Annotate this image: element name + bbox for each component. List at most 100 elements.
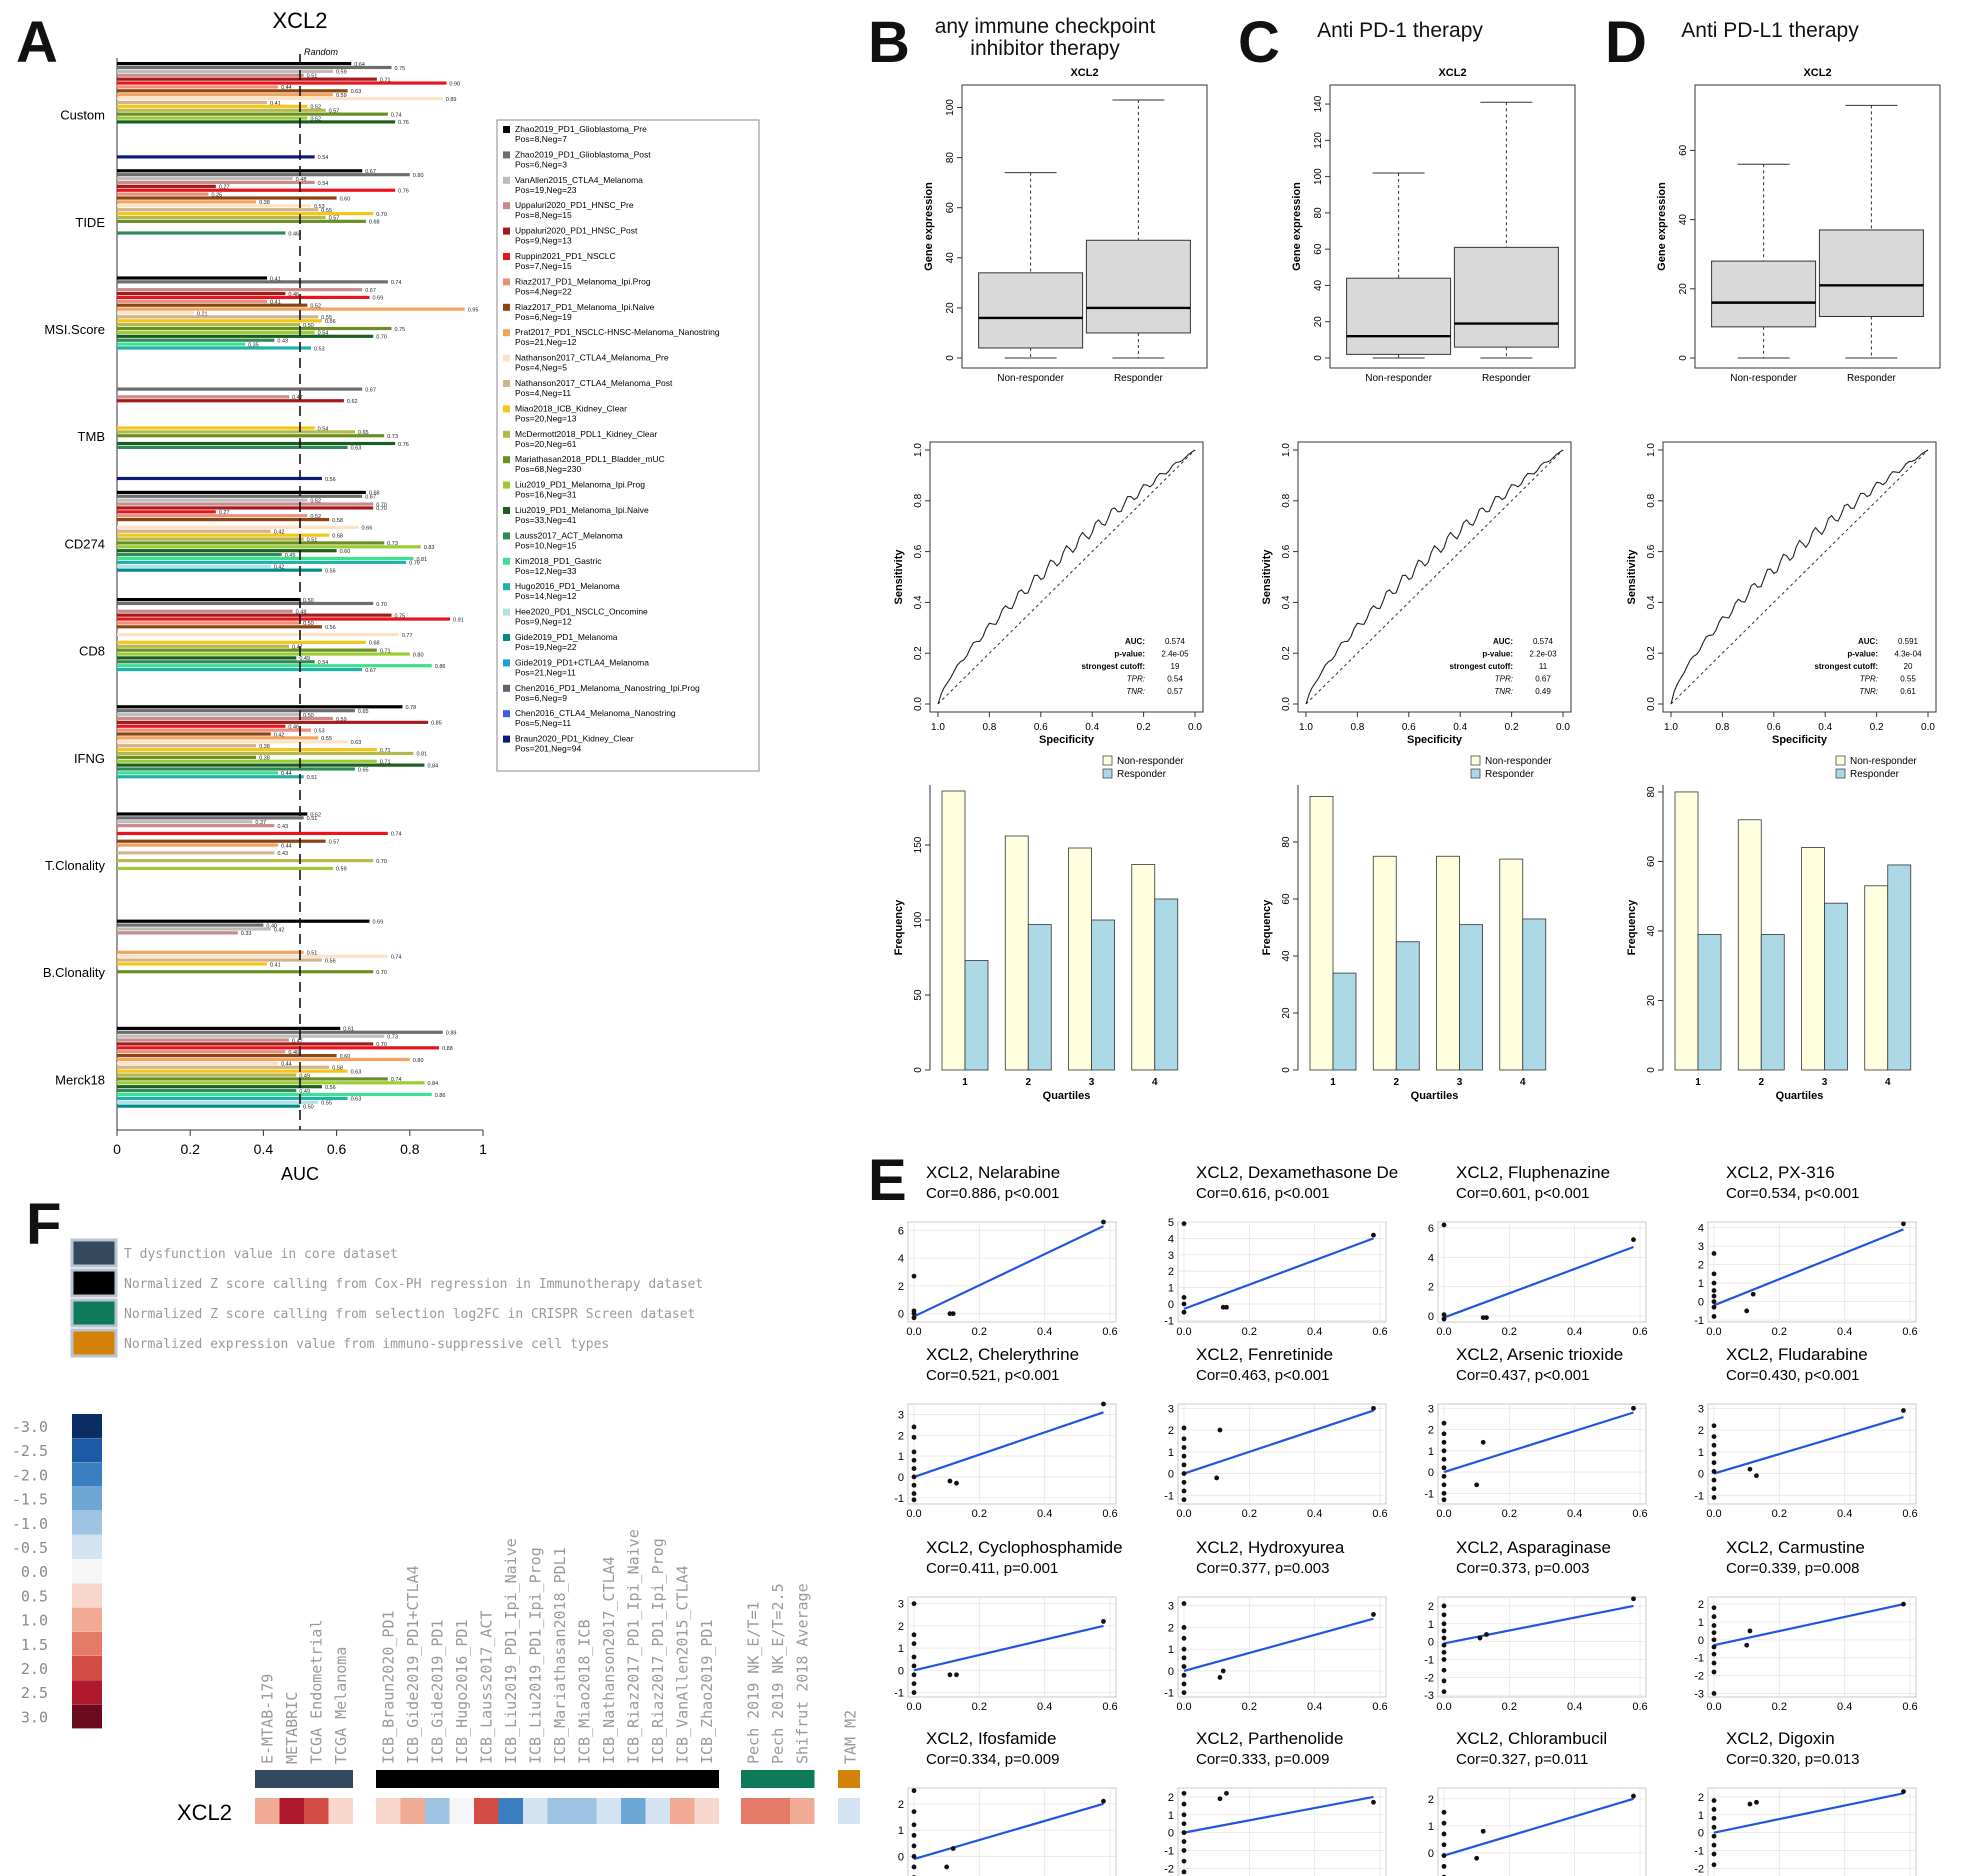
panel-e-plot-title: XCL2, Digoxin xyxy=(1726,1729,1835,1748)
panel-e-plot-area xyxy=(1177,1403,1387,1505)
panel-f-legend-swatch xyxy=(70,1268,118,1298)
panel-a-legend-name: Hee2020_PD1_NSCLC_Oncomine xyxy=(515,607,648,617)
panel-e-y-tick-label: 1 xyxy=(898,1643,904,1655)
panel-a-bar-value: 0.53 xyxy=(314,346,325,352)
panel-d-roc-x-tick-label: 1.0 xyxy=(1664,722,1678,733)
panel-c-roc-y-tick-label: 1.0 xyxy=(1281,443,1292,457)
panel-e-y-tick-label: 1 xyxy=(1168,1644,1174,1656)
panel-e-y-tick-label: -1 xyxy=(1164,1846,1174,1858)
panel-e-y-tick-label: 0 xyxy=(1168,1299,1174,1311)
panel-e-point xyxy=(911,1491,917,1496)
panel-a-bar xyxy=(117,667,363,672)
panel-e-point xyxy=(1441,1448,1447,1454)
panel-e-point xyxy=(1181,1672,1187,1678)
panel-a-bar-value: 0.54 xyxy=(318,181,329,187)
panel-d-roc-y-tick-label: 0.2 xyxy=(1646,646,1657,660)
panel-e-y-tick-label: 1 xyxy=(1698,1278,1704,1290)
panel-e-point xyxy=(1711,1486,1717,1492)
panel-c-freq-legend-swatch xyxy=(1470,755,1481,766)
panel-b-roc-stat-label: TPR: xyxy=(1127,675,1145,684)
panel-e-y-tick-label: 0 xyxy=(898,1665,904,1677)
panel-e-x-tick-label: 0.2 xyxy=(1242,1701,1257,1713)
panel-a-legend-name: Chen2016_CTLA4_Melanoma_Nanostring xyxy=(515,708,676,718)
panel-e-point xyxy=(911,1832,917,1838)
panel-a-bar xyxy=(117,919,370,923)
panel-a-legend-name: Riaz2017_PD1_Melanoma_Ipi.Prog xyxy=(515,276,651,286)
panel-a-category-label: CD274 xyxy=(65,536,105,551)
panel-e-point xyxy=(1631,1237,1636,1243)
panel-d-box-y-tick-label: 40 xyxy=(1678,214,1689,226)
panel-a-legend-name: Lauss2017_ACT_Melanoma xyxy=(515,530,623,540)
panel-a-bar xyxy=(117,276,268,280)
panel-e-fit-line xyxy=(1713,1228,1904,1307)
panel-d-roc-frame xyxy=(1662,441,1937,713)
panel-f-column-label: E-MTAB-179 xyxy=(258,1674,276,1764)
panel-a-bar xyxy=(117,740,348,744)
panel-a-bar xyxy=(117,73,304,77)
panel-c-roc-x-tick-label: 0.6 xyxy=(1402,722,1416,733)
panel-a-bar xyxy=(117,816,304,820)
panel-e-fit-line xyxy=(913,1624,1104,1672)
panel-a-bar-value: 0.44 xyxy=(281,771,292,777)
panel-e-point xyxy=(1711,1314,1717,1319)
panel-f-column-label: Shifrut 2018 Average xyxy=(793,1583,811,1764)
panel-b-freq-x-tick-label: 1 xyxy=(962,1077,968,1088)
panel-a-bar xyxy=(117,215,326,220)
panel-d-freq-y-tick-label: 0 xyxy=(1646,1067,1657,1073)
panel-e-plot-stat: Cor=0.463, p<0.001 xyxy=(1196,1367,1329,1384)
panel-e-point xyxy=(1441,1689,1447,1695)
panel-f-scale-label: 0.5 xyxy=(21,1587,48,1605)
panel-d-roc-stat-label: TPR: xyxy=(1860,675,1878,684)
panel-c-roc-y-tick-label: 0.2 xyxy=(1281,646,1292,660)
panel-c-box-y-tick-label: 20 xyxy=(1313,316,1324,328)
panel-a-legend-counts: Pos=8,Neg=7 xyxy=(515,134,567,144)
panel-e-y-tick-label: 1 xyxy=(1428,1619,1434,1631)
panel-a-bar-value: 0.54 xyxy=(318,155,329,161)
panel-d-box-body xyxy=(1818,229,1924,317)
panel-e-y-tick-label: 6 xyxy=(898,1225,904,1237)
panel-e-point xyxy=(1441,1439,1447,1445)
panel-c-roc-stat-value: 11 xyxy=(1539,662,1548,671)
panel-c-box-group-label: Non-responder xyxy=(1365,373,1432,384)
panel-a-bar xyxy=(117,211,374,216)
panel-e-y-tick-label: 2 xyxy=(1428,1794,1434,1806)
panel-e-y-tick-label: 0 xyxy=(1428,1311,1434,1323)
panel-e-x-tick-label: 0.6 xyxy=(1902,1508,1917,1520)
panel-e-point xyxy=(911,1672,917,1678)
panel-a-x-tick-label: 0 xyxy=(113,1141,121,1157)
panel-e-point xyxy=(1474,1482,1480,1488)
panel-a-bar xyxy=(117,545,421,549)
panel-a-bar-value: 0.76 xyxy=(398,189,409,195)
panel-b-box-y-tick-label: 60 xyxy=(945,202,956,214)
panel-a-bar xyxy=(117,609,293,613)
panel-f-column-label: ICB_Liu2019_PD1_Ipi_Prog xyxy=(526,1547,544,1764)
panel-e-point xyxy=(1181,1221,1187,1227)
panel-d-box-body xyxy=(1711,260,1817,328)
panel-a-bar xyxy=(117,1104,300,1108)
panel-e-point xyxy=(1744,1642,1750,1648)
panel-e-point xyxy=(1181,1869,1187,1875)
panel-a-bar-value: 0.52 xyxy=(310,304,321,310)
panel-f-column-label: TCGA Endometrial xyxy=(307,1620,325,1765)
panel-a-bar xyxy=(117,204,311,208)
panel-b-freq-legend-label: Non-responder xyxy=(1117,756,1184,767)
panel-a-bar-value: 0.55 xyxy=(321,736,332,742)
panel-a-bar xyxy=(117,736,319,740)
panel-d-freq-x-tick-label: 4 xyxy=(1885,1077,1891,1088)
panel-f-legend-label: Normalized Z score calling from selectio… xyxy=(124,1307,695,1322)
panel-e-x-tick-label: 0.2 xyxy=(1772,1326,1787,1338)
panel-d-freq-legend-label: Non-responder xyxy=(1850,756,1917,767)
panel-a-bar xyxy=(117,62,352,66)
panel-a-bar-value: 0.68 xyxy=(369,220,380,226)
panel-a-bar xyxy=(117,705,403,709)
panel-d-freq-legend-swatch xyxy=(1835,768,1846,779)
panel-a-bar-value: 0.69 xyxy=(373,296,384,302)
panel-d-roc-x-tick-label: 0.0 xyxy=(1921,722,1935,733)
panel-a-legend-counts: Pos=21,Neg=11 xyxy=(515,667,576,677)
panel-c-freq-x-label: Quartiles xyxy=(1411,1090,1459,1102)
panel-c-box-body xyxy=(1453,246,1559,348)
panel-a-legend-name: Liu2019_PD1_Melanoma_Ipi.Naive xyxy=(515,505,649,515)
panel-a-bar xyxy=(117,537,304,541)
panel-c-roc-stat-value: 0.574 xyxy=(1533,637,1554,646)
panel-a-legend-counts: Pos=9,Neg=12 xyxy=(515,617,572,627)
